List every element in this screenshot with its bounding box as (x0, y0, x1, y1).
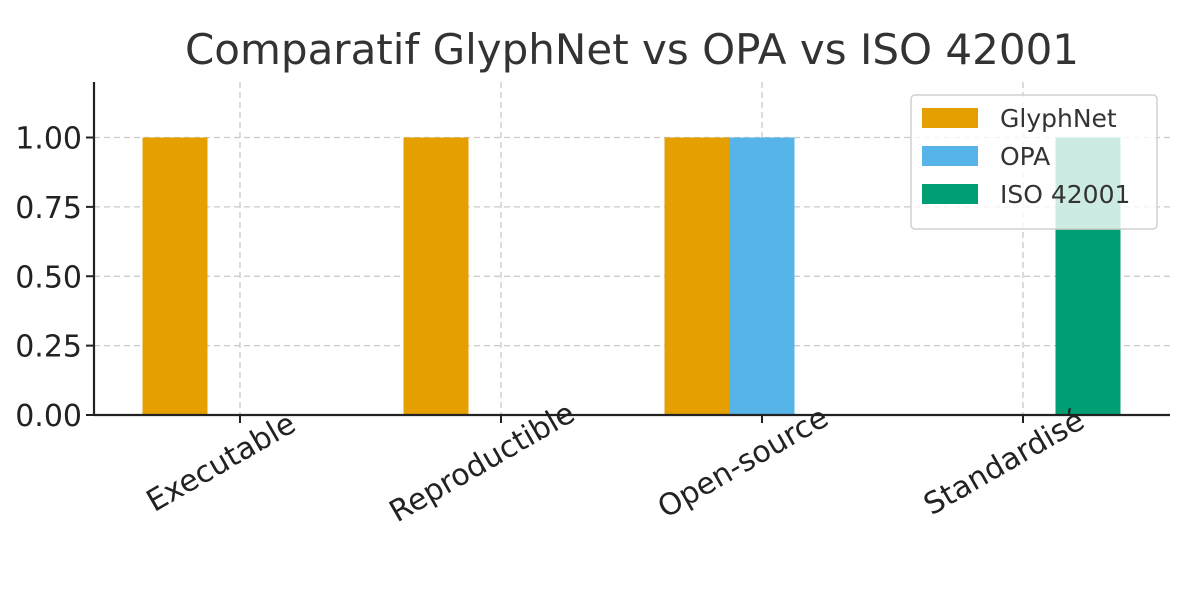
bar-glyphnet (403, 137, 469, 415)
bar-opa (729, 137, 795, 415)
bar-glyphnet (664, 137, 730, 415)
y-tick-label: 1.00 (15, 122, 82, 157)
legend-swatch (922, 146, 978, 166)
legend: GlyphNet OPA ISO 42001 (910, 94, 1158, 230)
y-tick-label: 0.75 (15, 191, 82, 226)
legend-swatch (922, 108, 978, 128)
axes (86, 82, 1170, 423)
x-tick-label: Executable (141, 406, 302, 519)
legend-label: GlyphNet (1000, 104, 1117, 133)
chart-title: Comparatif GlyphNet vs OPA vs ISO 42001 (185, 25, 1079, 74)
x-tick-label: Standardisé (918, 403, 1090, 523)
legend-label: ISO 42001 (1000, 180, 1130, 209)
legend-swatch (922, 184, 978, 204)
y-tick-label: 0.00 (15, 399, 82, 434)
x-tick-label: Open-source (652, 400, 835, 526)
y-tick-label: 0.50 (15, 260, 82, 295)
legend-label: OPA (1000, 142, 1050, 171)
bar-glyphnet (142, 137, 208, 415)
y-tick-label: 0.25 (15, 330, 82, 365)
